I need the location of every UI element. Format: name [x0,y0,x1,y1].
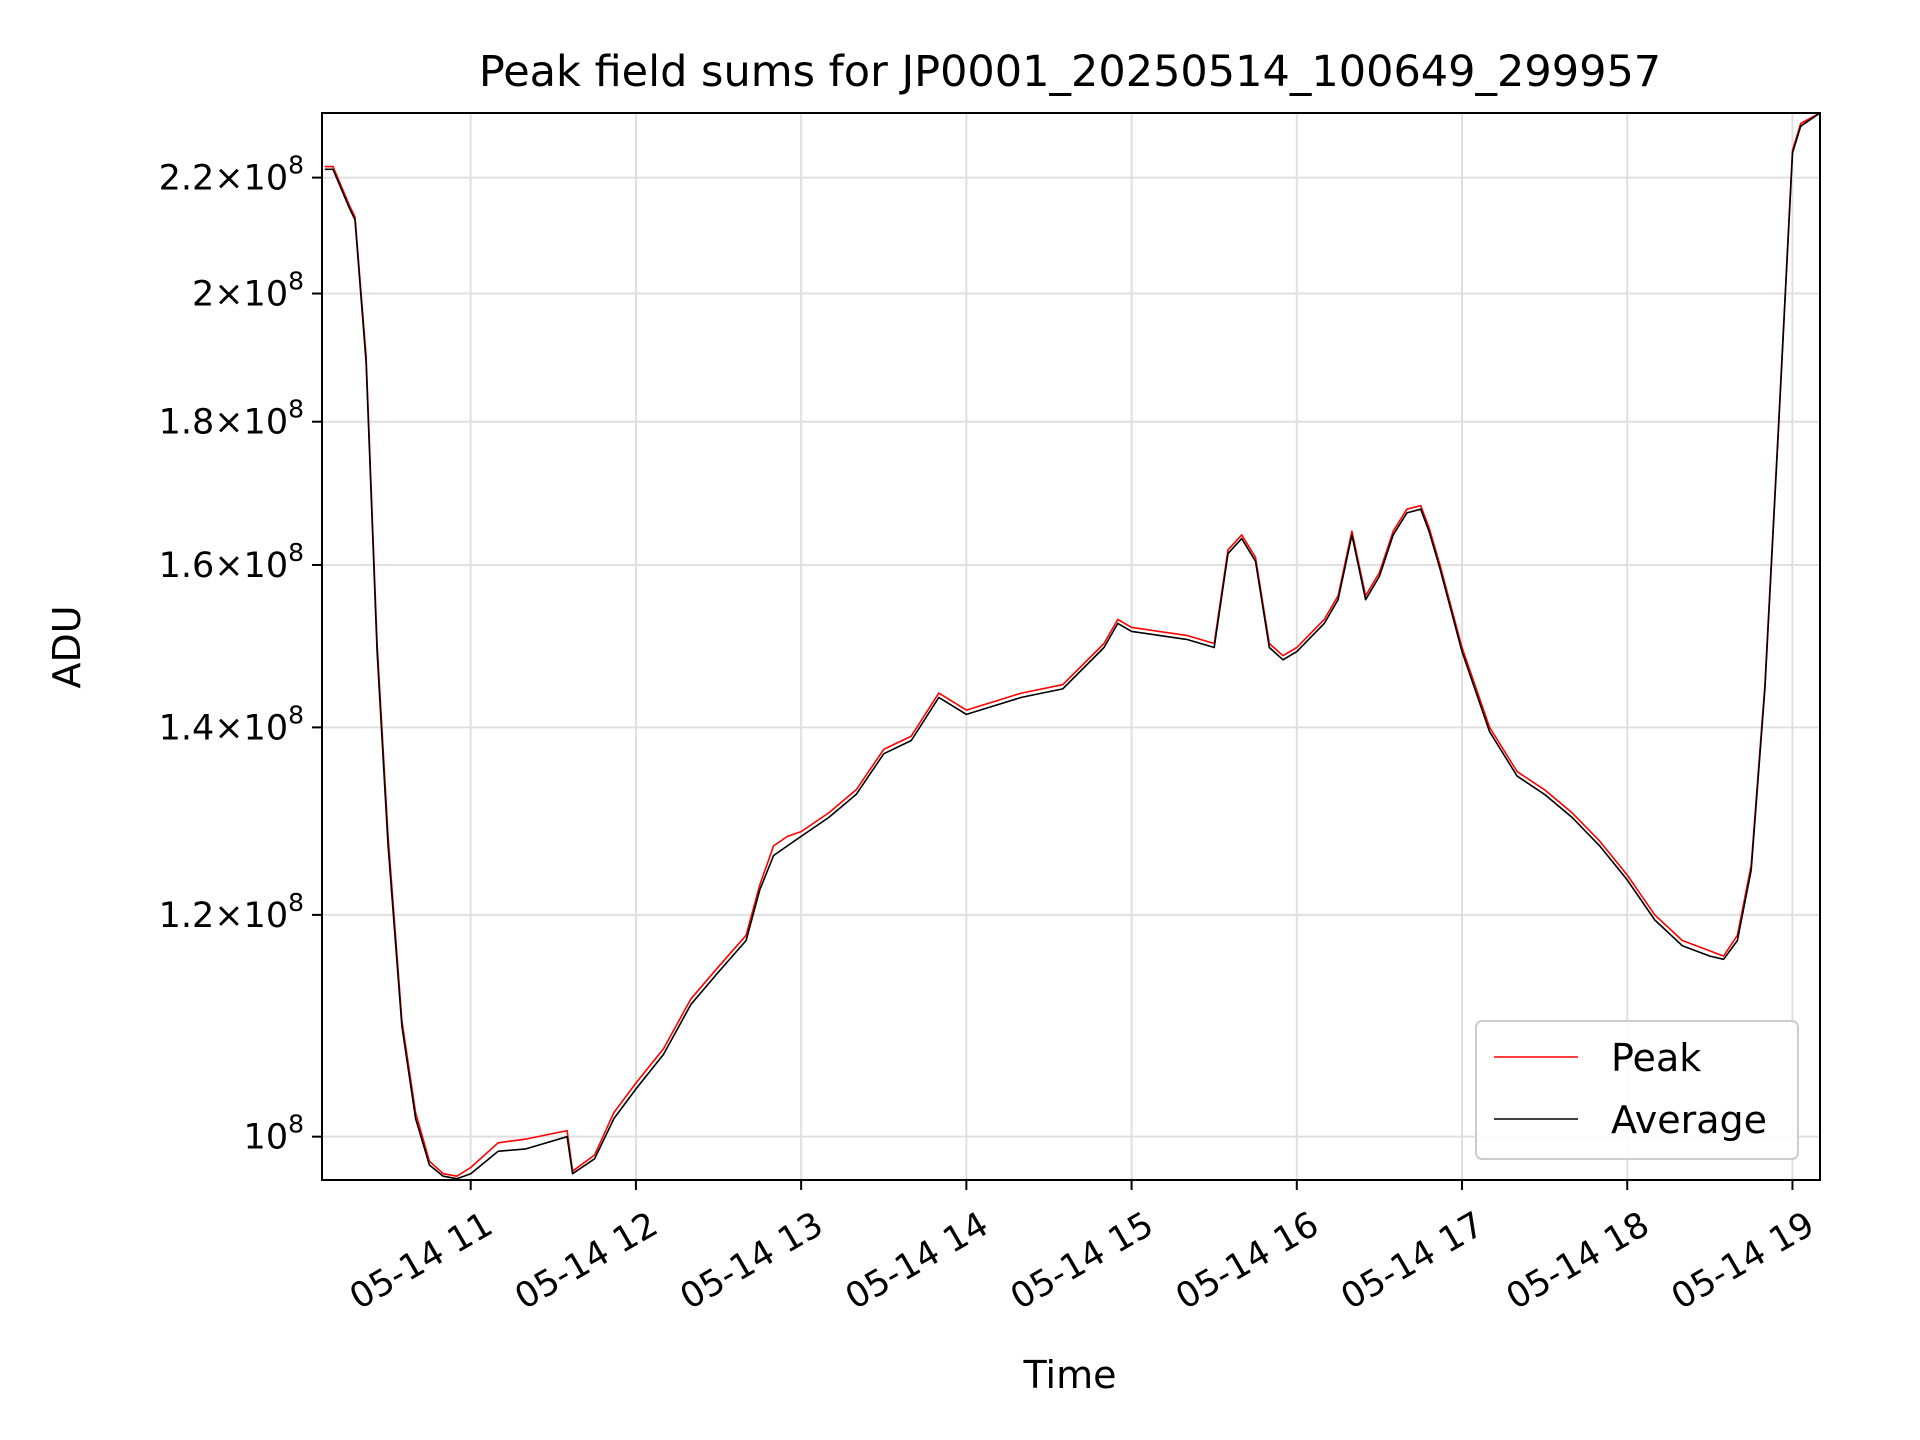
x-axis-label: Time [1023,1353,1117,1397]
plot-frame [321,112,1821,1181]
legend: Peak Average [1475,1020,1799,1160]
x-tick-label: 05-14 12 [509,1205,665,1318]
series-line-average [324,112,1821,1180]
y-axis-label: ADU [45,605,89,688]
x-axis-ticks: 05-14 11 05-14 12 05-14 13 05-14 14 05-14 15… [343,1180,1821,1318]
x-tick-label: 05-14 13 [674,1205,830,1318]
y-tick-label: 1.4×108 [159,700,304,748]
x-tick-label: 05-14 14 [839,1205,995,1318]
plot-lines [324,112,1821,1180]
legend-box [1475,1020,1799,1160]
series-line-peak [324,112,1821,1177]
x-tick-label: 05-14 11 [343,1205,499,1318]
legend-label-average: Average [1611,1098,1767,1142]
y-tick-label: 1.8×108 [159,395,304,443]
x-tick-label: 05-14 18 [1500,1205,1656,1318]
y-tick-label: 2×108 [192,267,304,315]
x-tick-label: 05-14 17 [1335,1205,1491,1318]
y-axis-ticks: 108 1.2×108 1.4×108 1.6×108 1.8×108 2×108 2.2×… [159,151,322,1158]
chart-title: Peak field sums for JP0001_20250514_1006… [479,47,1661,97]
y-tick-label: 1.2×108 [159,888,304,936]
grid [322,113,1820,1180]
x-tick-label: 05-14 16 [1169,1205,1325,1318]
y-tick-label: 108 [244,1110,304,1158]
y-tick-label: 1.6×108 [159,538,304,586]
y-tick-label: 2.2×108 [159,151,304,199]
legend-label-peak: Peak [1611,1036,1701,1080]
x-tick-label: 05-14 15 [1004,1205,1160,1318]
x-tick-label: 05-14 19 [1665,1205,1821,1318]
